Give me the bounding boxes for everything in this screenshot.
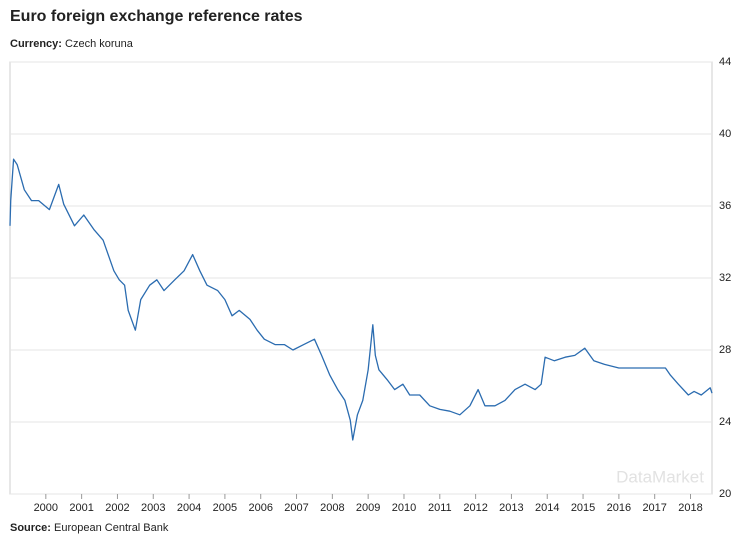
x-tick-label: 2005	[213, 502, 237, 514]
data-line	[9, 158, 713, 441]
source-value: European Central Bank	[54, 522, 169, 534]
y-tick-label: 28	[719, 344, 731, 356]
x-tick-label: 2010	[392, 502, 416, 514]
subtitle-label: Currency:	[10, 38, 62, 50]
x-tick-label: 2000	[34, 502, 58, 514]
y-tick-label: 40	[719, 128, 731, 140]
x-tick-label: 2013	[499, 502, 523, 514]
subtitle-value: Czech koruna	[65, 38, 134, 50]
source-label: Source:	[10, 522, 51, 534]
x-tick-label: 2008	[320, 502, 344, 514]
x-tick-label: 2018	[678, 502, 702, 514]
y-tick-label: 24	[719, 416, 731, 428]
x-tick-label: 2017	[642, 502, 666, 514]
x-tick-label: 2016	[607, 502, 631, 514]
x-tick-label: 2007	[284, 502, 308, 514]
x-tick-label: 2002	[105, 502, 129, 514]
chart-title: Euro foreign exchange reference rates	[10, 8, 303, 25]
y-tick-label: 32	[719, 272, 731, 284]
x-tick-label: 2009	[356, 502, 380, 514]
x-tick-label: 2001	[69, 502, 93, 514]
source: Source: European Central Bank	[10, 522, 169, 534]
watermark: DataMarket	[616, 467, 704, 486]
y-tick-label: 44	[719, 56, 731, 68]
y-tick-label: 36	[719, 200, 731, 212]
x-tick-label: 2012	[463, 502, 487, 514]
x-tick-label: 2014	[535, 502, 559, 514]
y-tick-label: 20	[719, 488, 731, 500]
x-tick-label: 2011	[428, 502, 452, 514]
subtitle: Currency: Czech koruna	[10, 38, 134, 50]
x-tick-label: 2004	[177, 502, 201, 514]
x-tick-label: 2006	[248, 502, 272, 514]
x-tick-label: 2015	[571, 502, 595, 514]
x-tick-label: 2003	[141, 502, 165, 514]
